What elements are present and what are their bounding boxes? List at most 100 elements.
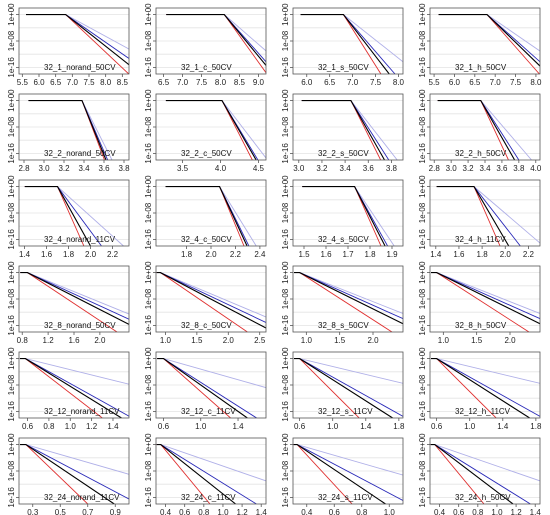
panel-32_24_norand_11CV: 1e+00 1e-08 1e-16 0.3 0.5 0.7 0.9 32_24_norand_… (7, 433, 130, 515)
x-tick-label: 1.4 (232, 422, 244, 431)
x-tick-label: 2.0 (367, 336, 379, 345)
panel-32_24_s_11CV: 1e+00 1e-08 1e-16 0.4 0.6 0.8 1.0 32_24_s_11CV (281, 433, 404, 515)
x-tick-label: 2.0 (500, 250, 512, 259)
x-tick-label: 1.6 (320, 250, 332, 259)
x-tick-label: 1.8 (530, 422, 542, 431)
x-tick-label: 2.0 (94, 336, 106, 345)
panel-32_4_c_50CV: 1e+00 1e-08 1e-16 1.8 2.0 2.2 2.4 32_4_c_50CV (144, 175, 267, 259)
x-tick-label: 3.8 (386, 164, 398, 173)
y-tick-label: 1e+00 (7, 175, 16, 198)
y-tick-label: 1e-08 (7, 116, 16, 137)
y-tick-label: 1e-16 (418, 229, 427, 250)
series-line-1 (166, 14, 266, 67)
series-line-1 (26, 14, 129, 66)
x-tick-label: 5.5 (429, 78, 441, 87)
x-tick-label: 1.2 (43, 336, 55, 345)
y-tick-label: 1e-16 (7, 229, 16, 250)
y-tick-label: 1e+00 (144, 89, 153, 112)
x-tick-label: 6.0 (33, 78, 45, 87)
x-tick-label: 1.2 (237, 508, 249, 515)
series-line-1 (302, 186, 386, 246)
x-tick-label: 8.5 (117, 78, 129, 87)
panel-label: 32_8_h_50CV (455, 321, 507, 330)
x-tick-label: 8.0 (100, 78, 112, 87)
y-tick-label: 1e+00 (144, 3, 153, 26)
panel-32_12_norand_11CV: 1e+00 1e-08 1e-16 0.6 0.8 1.0 1.2 1.4 32_12_nora… (7, 347, 130, 431)
x-tick-label: 1.5 (298, 250, 310, 259)
panel-32_12_c_11CV: 1e+00 1e-08 1e-16 0.6 1.0 1.4 32_12_c_11CV (144, 347, 267, 431)
x-tick-label: 1.5 (334, 336, 346, 345)
x-tick-label: 0.8 (17, 336, 29, 345)
x-tick-label: 1.0 (195, 422, 207, 431)
y-tick-label: 1e-08 (144, 460, 153, 481)
y-tick-label: 1e+00 (7, 261, 16, 284)
x-tick-label: 1.6 (41, 250, 53, 259)
x-tick-label: 0.4 (160, 508, 172, 515)
x-tick-label: 1.0 (327, 422, 339, 431)
y-tick-label: 1e-16 (7, 401, 16, 422)
x-tick-label: 0.6 (431, 422, 443, 431)
panel-label: 32_8_c_50CV (181, 321, 232, 330)
x-tick-label: 3.0 (293, 164, 305, 173)
series-line-1 (19, 358, 122, 418)
y-tick-label: 1e-16 (281, 315, 290, 336)
x-tick-label: 2.8 (18, 164, 30, 173)
y-tick-label: 1e-08 (281, 202, 290, 223)
x-tick-label: 2.0 (504, 336, 516, 345)
panel-label: 32_1_c_50CV (181, 63, 232, 72)
x-tick-label: 7.0 (177, 78, 189, 87)
x-tick-label: 7.0 (347, 78, 359, 87)
series-line-1 (430, 444, 514, 504)
y-tick-label: 1e-08 (7, 288, 16, 309)
series-line-1 (436, 186, 510, 246)
y-tick-label: 1e-16 (281, 57, 290, 78)
panel-label: 32_1_norand_50CV (44, 63, 116, 72)
panel-label: 32_24_c_11CV (181, 493, 236, 502)
series-line-1 (293, 444, 386, 504)
y-tick-label: 1e-16 (144, 57, 153, 78)
x-tick-label: 1.4 (430, 250, 442, 259)
series-line-1 (156, 272, 266, 329)
panel-32_8_c_50CV: 1e+00 1e-08 1e-16 1.0 1.5 2.0 2.5 32_8_c_50CV (144, 261, 267, 345)
x-tick-label: 2.8 (429, 164, 441, 173)
y-tick-label: 1e+00 (281, 3, 290, 26)
x-tick-label: 0.8 (43, 422, 55, 431)
y-tick-label: 1e-08 (418, 116, 427, 137)
panel-label: 32_12_h_11CV (455, 407, 511, 416)
y-tick-label: 1e-16 (418, 401, 427, 422)
x-tick-label: 1.9 (386, 250, 398, 259)
y-tick-label: 1e+00 (418, 347, 427, 370)
x-tick-label: 4.0 (215, 164, 227, 173)
x-tick-label: 6.5 (469, 78, 481, 87)
y-tick-label: 1e-08 (418, 460, 427, 481)
x-tick-label: 0.6 (453, 508, 465, 515)
x-tick-label: 1.8 (477, 250, 489, 259)
panel-32_4_s_50CV: 1e+00 1e-08 1e-16 1.5 1.6 1.7 1.8 1.9 32_4_s_50C… (281, 175, 404, 259)
y-tick-label: 1e+00 (7, 433, 16, 456)
y-tick-label: 1e+00 (144, 347, 153, 370)
x-tick-label: 1.2 (86, 422, 98, 431)
series-line-1 (430, 358, 530, 418)
x-tick-label: 0.8 (198, 508, 210, 515)
panel-32_24_h_50CV: 1e+00 1e-08 1e-16 0.4 0.6 0.8 1.0 1.2 1.4 32_24_h… (418, 433, 541, 515)
x-tick-label: 5.5 (17, 78, 29, 87)
panel-32_4_h_11CV: 1e+00 1e-08 1e-161.4 1.6 1.8 2.0 2.2 32_4_h_11C… (418, 175, 541, 259)
series-line-1 (165, 100, 257, 160)
series-line-1 (24, 186, 91, 246)
x-tick-label: 4.5 (253, 164, 265, 173)
x-tick-label: 0.6 (179, 508, 191, 515)
x-tick-label: 9.0 (253, 78, 265, 87)
y-tick-label: 1e-08 (418, 202, 427, 223)
y-tick-label: 1e-16 (144, 401, 153, 422)
x-tick-label: 3.2 (463, 164, 475, 173)
y-tick-label: 1e+00 (7, 347, 16, 370)
y-tick-label: 1e-08 (281, 30, 290, 51)
series-line-1 (437, 100, 516, 160)
x-tick-label: 0.4 (301, 508, 313, 515)
x-tick-label: 3.6 (98, 164, 110, 173)
panel-label: 32_2_c_50CV (181, 149, 232, 158)
x-tick-label: 8.5 (234, 78, 246, 87)
x-tick-label: 2.0 (85, 250, 97, 259)
y-tick-label: 1e-16 (7, 315, 16, 336)
